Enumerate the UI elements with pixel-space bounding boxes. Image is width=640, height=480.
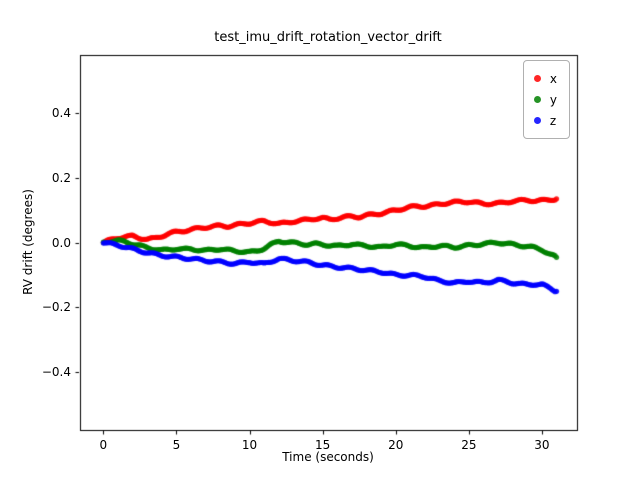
legend-label: y — [549, 92, 557, 107]
y-axis-label: RV drift (degrees) — [21, 189, 35, 295]
x-tick-label: 20 — [388, 438, 404, 452]
legend-marker-icon — [533, 75, 541, 82]
y-tick-label: −0.4 — [41, 364, 71, 379]
legend-marker-icon — [533, 117, 541, 124]
chart-title: test_imu_drift_rotation_vector_drift — [214, 30, 442, 45]
x-tick-label: 0 — [99, 438, 108, 452]
x-tick-label: 25 — [461, 438, 477, 452]
legend-entry: x — [533, 68, 557, 89]
x-tick-label: 30 — [534, 438, 550, 452]
x-tick-label: 10 — [241, 438, 258, 452]
legend-label: x — [549, 71, 557, 86]
y-tick-label: −0.2 — [41, 300, 71, 315]
y-tick-label: 0.4 — [51, 106, 71, 121]
legend-marker-icon — [533, 96, 541, 103]
y-tick-label: 0.0 — [51, 235, 71, 250]
legend-label: z — [549, 113, 557, 128]
x-axis-label: Time (seconds) — [282, 450, 374, 464]
legend-entry: z — [533, 110, 557, 131]
x-tick-label: 5 — [172, 438, 181, 452]
y-tick-label: 0.2 — [51, 170, 71, 185]
x-tick-label: 15 — [315, 438, 331, 452]
legend-entry: y — [533, 89, 557, 110]
